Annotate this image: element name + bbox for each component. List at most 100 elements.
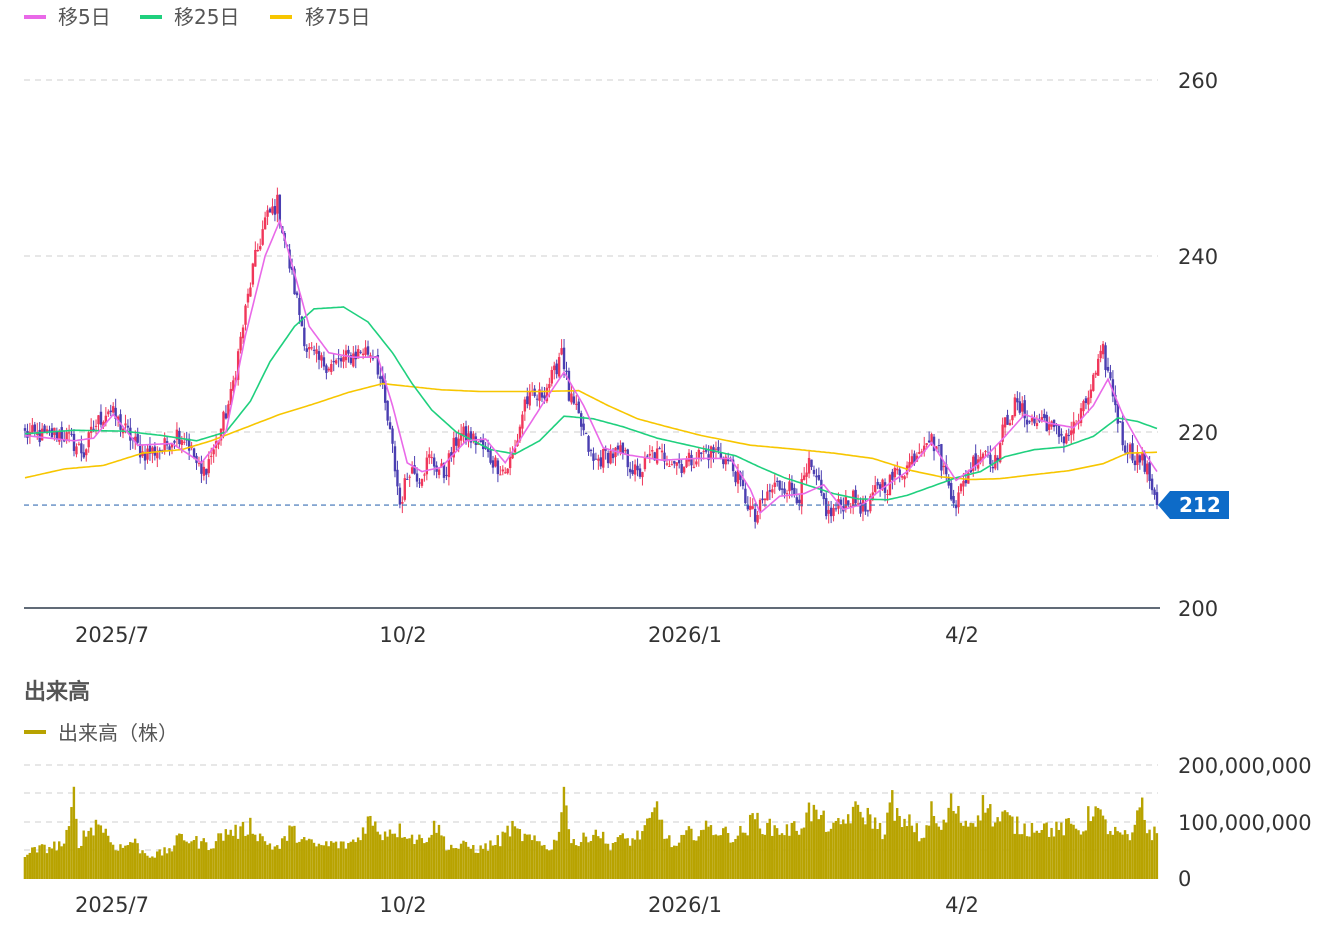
candle-body [589,449,593,451]
candle-body [308,347,311,350]
candle-body [675,462,678,466]
volume-legend: 出来高（株） [24,721,178,745]
candle-body [271,206,274,214]
volume-bar [1153,826,1156,879]
volume-bar [859,811,862,879]
candle-body [756,515,759,523]
volume-bar [771,835,774,879]
candle-body [403,478,406,500]
candle-body [501,469,504,472]
volume-bar [724,826,727,879]
candle-body [1131,443,1134,461]
candle-body [722,458,725,465]
candle-body [856,503,860,505]
volume-bar [739,825,742,879]
candle-body [592,453,595,461]
volume-bar [170,851,174,879]
volume-bar [381,840,384,879]
volume-bar [562,786,566,879]
candle-body [354,351,357,360]
candle-body [594,458,598,460]
candle-body [1104,345,1107,370]
volume-bar [719,835,722,879]
candle-body [1016,398,1019,403]
candle-body [327,368,331,371]
candle-body [864,502,867,512]
volume-bar [1084,830,1088,879]
x-tick-4-2: 4/2 [945,623,979,647]
volume-bar [714,834,718,879]
candle-body [832,507,835,516]
volume-bar [513,826,517,879]
volume-bar [190,841,193,879]
volume-bar [839,824,843,879]
volume-bar [290,826,294,879]
y-tick-200: 200 [1178,597,1218,621]
candle-body [259,246,262,250]
candle-body [330,363,333,372]
volume-bar [940,829,943,879]
volume-bar [82,830,85,879]
volume-bar [937,826,941,879]
candle-body [751,506,754,509]
volume-bar [913,832,916,879]
volume-bar [783,835,786,879]
volume-bar [156,851,159,879]
volume-bar [587,842,590,879]
volume-bar [677,842,681,879]
volume-bar [173,845,176,879]
volume-bar [837,818,840,879]
candle-body [954,504,958,509]
volume-bar [60,846,63,879]
volume-bar [344,848,348,879]
candle-body [1043,413,1046,419]
candle-body [383,380,387,403]
volume-bar [334,841,338,879]
volume-bar [1140,797,1144,879]
candle-body [428,454,431,458]
candle-body [1119,421,1122,423]
volume-bar [560,812,563,879]
volume-bar [915,823,918,879]
volume-bar [261,836,264,879]
volume-bar [72,786,76,879]
volume-bar [67,826,71,879]
candle-body [227,404,230,419]
volume-bar [866,807,869,879]
volume-bar [469,848,473,879]
candle-body [660,450,664,453]
volume-bar [582,832,585,879]
volume-bar [653,807,656,879]
candle-body [631,470,634,475]
volume-bar [229,829,232,879]
volume-bar [356,837,360,879]
volume-bar [136,843,139,879]
candle-body [202,466,206,476]
candle-body [40,428,44,441]
volume-bar [976,815,980,879]
volume-bar [364,833,367,879]
candle-body [1033,418,1036,424]
candle-body [682,466,686,473]
volume-bar [893,820,896,879]
candle-body [1106,366,1110,371]
candle-body [776,480,779,482]
candle-body [923,445,926,453]
candle-body [339,358,343,362]
volume-bar [53,841,56,879]
candle-body [812,469,816,474]
candle-body [138,444,142,458]
candle-body [704,448,708,452]
candle-body [702,450,705,452]
volume-bar [712,835,715,879]
volume-bar [1018,834,1021,879]
volume-bar [217,833,220,879]
candle-body [180,440,184,445]
candle-body [322,357,326,367]
volume-bar [628,845,632,879]
candle-body [572,396,576,404]
volume-bar [969,822,972,879]
candle-body [212,449,215,455]
candle-body [464,426,468,442]
volume-y-tick-200m: 200,000,000 [1178,754,1312,778]
